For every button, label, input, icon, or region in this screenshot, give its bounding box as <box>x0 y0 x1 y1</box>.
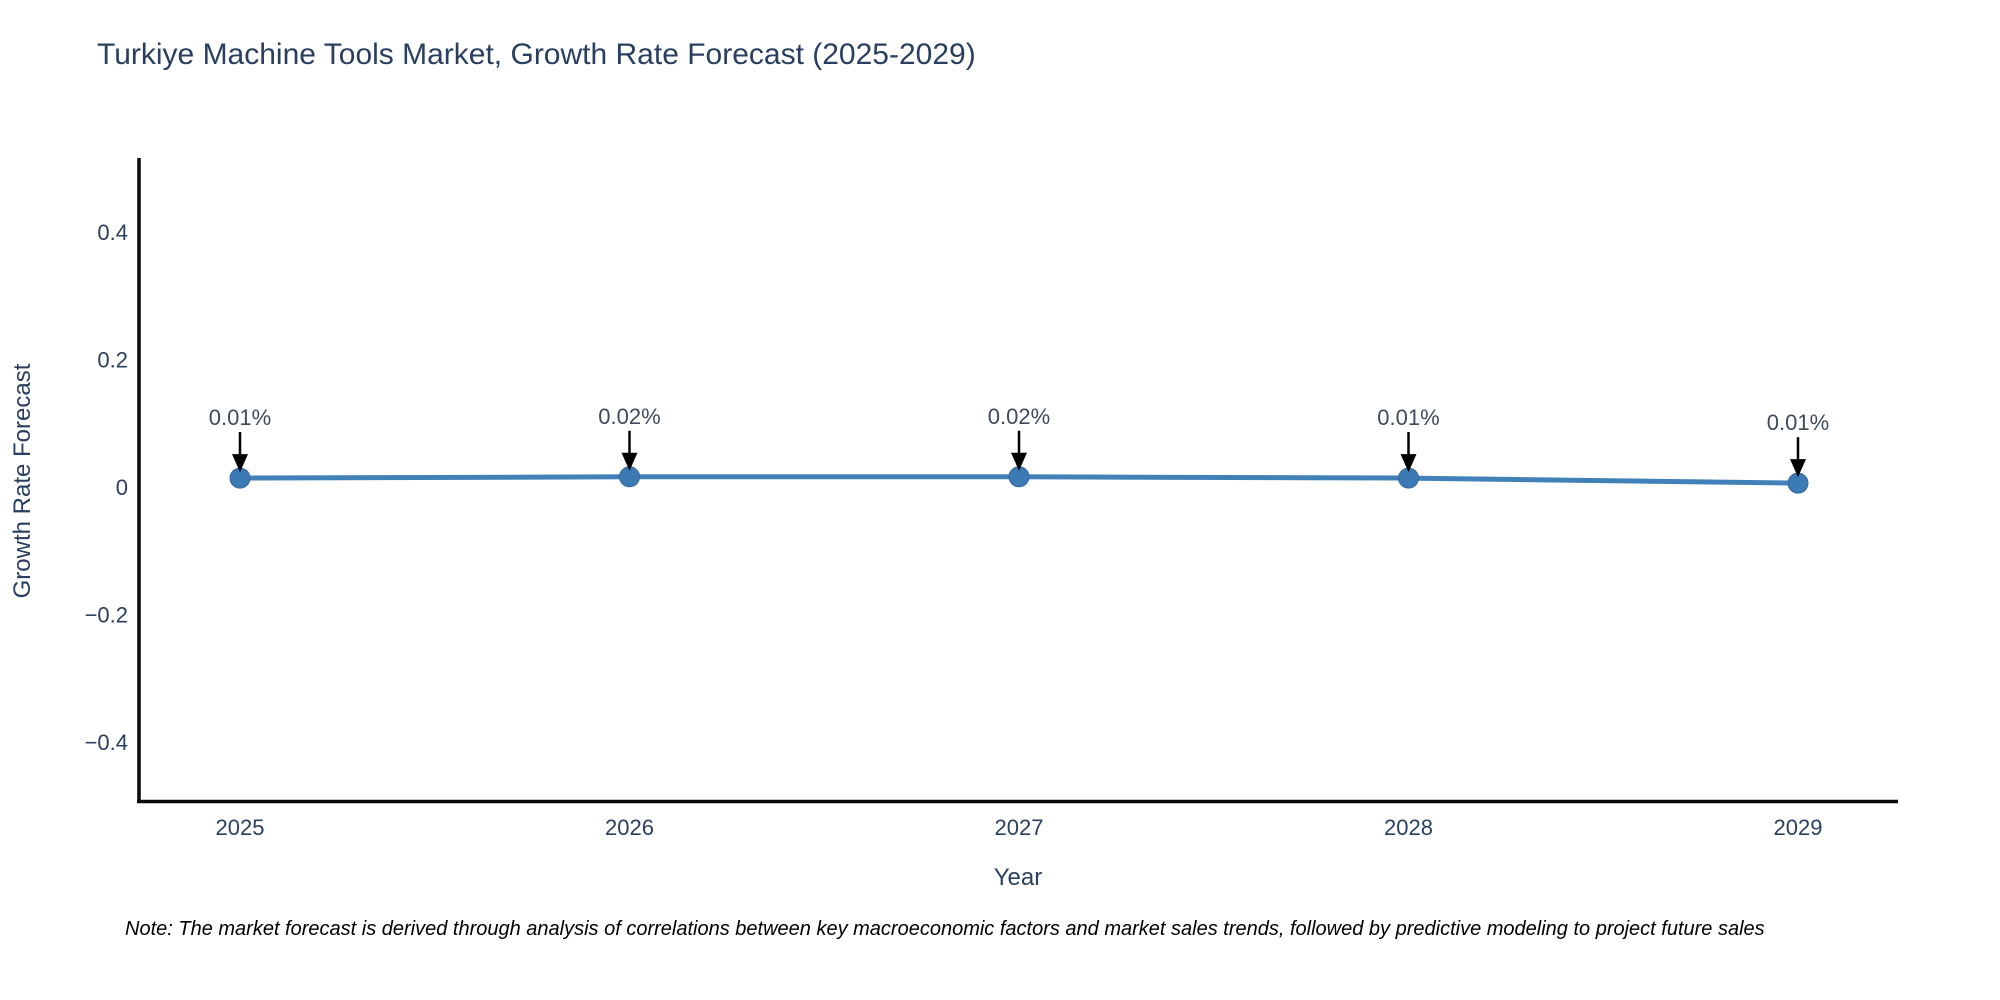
annotation-label: 0.01% <box>209 405 271 430</box>
footnote: Note: The market forecast is derived thr… <box>125 918 1765 940</box>
annotation-label: 0.02% <box>988 404 1050 429</box>
ticks-layer: 2025 2026 2027 2028 2029 0.4 0.2 0 −0.2 −0.4 <box>85 220 1823 840</box>
annotation-arrow-head <box>1011 452 1027 471</box>
y-axis-title: Growth Rate Forecast <box>9 363 36 598</box>
annotations-layer: 0.01% 0.02% 0.02% 0.01% 0.01% <box>209 404 1829 478</box>
x-tick-label: 2028 <box>1384 815 1433 840</box>
annotation-label: 0.01% <box>1377 405 1439 430</box>
annotation-label: 0.02% <box>598 404 660 429</box>
y-tick-label: 0.2 <box>97 348 128 373</box>
x-axis-title: Year <box>994 864 1043 891</box>
annotation-arrow-head <box>232 454 248 473</box>
annotation-arrow-head <box>1790 459 1806 478</box>
y-tick-label: −0.4 <box>85 730 128 755</box>
annotation-arrow-head <box>621 452 638 471</box>
annotation-arrow-head <box>1400 454 1417 473</box>
x-tick-label: 2027 <box>995 815 1044 840</box>
x-tick-label: 2029 <box>1774 815 1823 840</box>
y-tick-label: −0.2 <box>85 603 128 628</box>
chart-title: Turkiye Machine Tools Market, Growth Rat… <box>97 38 976 71</box>
annotation-label: 0.01% <box>1767 410 1829 435</box>
y-tick-label: 0.4 <box>97 220 128 245</box>
x-tick-label: 2025 <box>216 815 265 840</box>
y-tick-label: 0 <box>116 475 128 500</box>
x-tick-label: 2026 <box>605 815 654 840</box>
